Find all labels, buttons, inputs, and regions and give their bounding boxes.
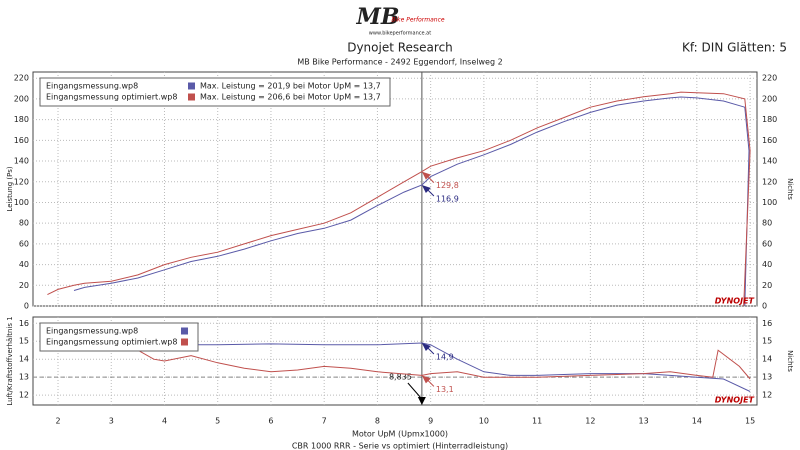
cursor-pointer: [407, 382, 423, 400]
footer: CBR 1000 RRR - Serie vs optimiert (Hinte…: [292, 442, 508, 450]
x-tick-label: 10: [479, 417, 489, 426]
annotation-label: 116,9: [436, 194, 459, 203]
x-tick-label: 13: [639, 417, 649, 426]
x-axis-label: Motor UpM (Upmx1000): [352, 430, 448, 439]
y-tick-label: 14: [19, 355, 29, 364]
legend-label: Eingangsmessung.wp8: [46, 82, 138, 91]
x-tick-label: 11: [532, 417, 542, 426]
annotation-label: 14,9: [436, 353, 454, 362]
y2-axis-label: Nichts: [786, 178, 794, 200]
y-tick-label: 15: [19, 337, 29, 346]
y-axis-label: Luft/Kraftstoffverhältnis 1: [6, 316, 14, 405]
y-tick-label: 13: [19, 373, 29, 382]
legend-label: Eingangsmessung.wp8: [46, 327, 138, 336]
y2-tick-label: 0: [762, 302, 767, 311]
legend-stat: Max. Leistung = 201,9 bei Motor UpM = 13…: [200, 82, 381, 91]
y-tick-label: 16: [19, 319, 29, 328]
annotation-arrow: [421, 375, 431, 384]
brand: DYNOJET: [715, 297, 755, 306]
x-tick-label: 15: [745, 417, 755, 426]
y2-tick-label: 120: [762, 177, 777, 186]
legend-swatch: [181, 327, 188, 335]
x-tick-label: 12: [585, 417, 595, 426]
y2-tick-label: 14: [762, 355, 772, 364]
series-line: [73, 96, 750, 307]
legend-swatch: [188, 93, 195, 101]
cursor-arrow: [417, 397, 426, 405]
x-tick-label: 7: [322, 417, 327, 426]
y-tick-label: 20: [19, 281, 29, 290]
y-tick-label: 220: [14, 74, 29, 83]
x-tick-label: 14: [692, 417, 702, 426]
y-tick-label: 180: [14, 115, 29, 124]
series-line: [105, 340, 751, 380]
y2-tick-label: 100: [762, 198, 777, 207]
annotation-label: 13,1: [436, 385, 454, 394]
legend-box: [39, 77, 391, 107]
x-tick-label: 9: [428, 417, 433, 426]
y-axis-label: Leistung (Ps): [6, 166, 14, 211]
annotation-label: 129,8: [436, 181, 459, 190]
y-tick-label: 120: [14, 177, 29, 186]
x-tick-label: 2: [55, 417, 60, 426]
x-tick-label: 8: [375, 417, 380, 426]
y2-tick-label: 40: [762, 260, 772, 269]
legend-stat: Max. Leistung = 206,6 bei Motor UpM = 13…: [200, 93, 381, 102]
legend-label: Eingangsmessung optimiert.wp8: [46, 338, 177, 347]
y-tick-label: 140: [14, 157, 29, 166]
y2-tick-label: 180: [762, 115, 777, 124]
y2-tick-label: 80: [762, 219, 772, 228]
logo: MB: [356, 4, 400, 30]
title: Dynojet Research: [347, 41, 453, 55]
x-tick-label: 6: [268, 417, 273, 426]
y2-tick-label: 13: [762, 373, 772, 382]
annotation-arrow: [421, 171, 431, 180]
legend-swatch: [181, 338, 188, 346]
y-tick-label: 160: [14, 136, 29, 145]
annotation-pointer: [427, 189, 435, 197]
y2-tick-label: 200: [762, 94, 777, 103]
y-tick-label: 100: [14, 198, 29, 207]
series-line: [47, 91, 751, 307]
x-tick-label: 3: [109, 417, 114, 426]
legend-box: [39, 322, 199, 352]
annotation-pointer: [427, 347, 435, 355]
x-tick-label: 5: [215, 417, 220, 426]
y-tick-label: 12: [19, 391, 29, 400]
y2-tick-label: 220: [762, 74, 777, 83]
y2-tick-label: 16: [762, 319, 772, 328]
logo-sub: Bike Performance: [391, 17, 445, 24]
y-tick-label: 80: [19, 219, 29, 228]
legend-swatch: [188, 82, 195, 90]
plot-area: [32, 71, 758, 307]
annotation-arrow: [421, 343, 431, 352]
subtitle: MB Bike Performance - 2492 Eggendorf, In…: [297, 58, 502, 67]
brand: DYNOJET: [715, 396, 755, 405]
y-tick-label: 200: [14, 94, 29, 103]
legend-label: Eingangsmessung optimiert.wp8: [46, 93, 177, 102]
annotation-pointer: [427, 176, 435, 183]
cursor-label: 8,835: [389, 373, 412, 382]
annotation-pointer: [427, 380, 435, 387]
logo-url: www.bikeperformance.at: [369, 31, 431, 37]
x-tick-label: 4: [162, 417, 167, 426]
y2-tick-label: 60: [762, 239, 772, 248]
settings: Kf: DIN Glätten: 5: [682, 41, 787, 55]
y2-tick-label: 160: [762, 136, 777, 145]
y2-tick-label: 15: [762, 337, 772, 346]
y-tick-label: 0: [24, 302, 29, 311]
annotation-arrow: [421, 184, 431, 193]
y2-axis-label: Nichts: [786, 350, 794, 372]
y-tick-label: 60: [19, 239, 29, 248]
y2-tick-label: 140: [762, 157, 777, 166]
y-tick-label: 40: [19, 260, 29, 269]
y2-tick-label: 12: [762, 391, 772, 400]
y2-tick-label: 20: [762, 281, 772, 290]
